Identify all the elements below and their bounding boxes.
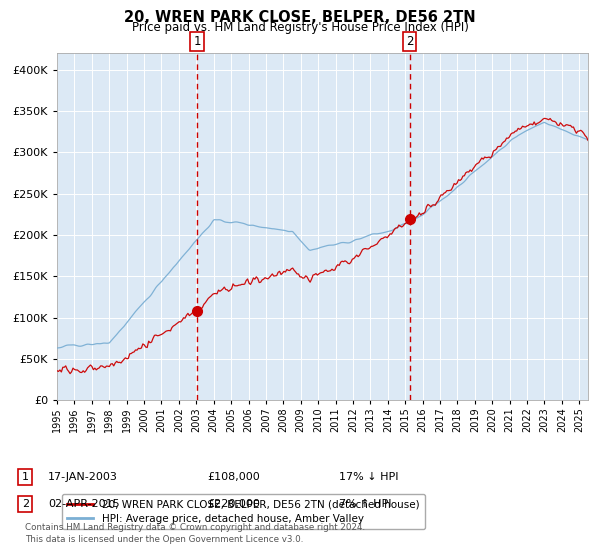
Text: 02-APR-2015: 02-APR-2015 [48, 499, 119, 509]
Text: £220,000: £220,000 [207, 499, 260, 509]
Text: 7% ↑ HPI: 7% ↑ HPI [339, 499, 391, 509]
Text: 17% ↓ HPI: 17% ↓ HPI [339, 472, 398, 482]
Legend: 20, WREN PARK CLOSE, BELPER, DE56 2TN (detached house), HPI: Average price, deta: 20, WREN PARK CLOSE, BELPER, DE56 2TN (d… [62, 494, 425, 529]
Text: 17-JAN-2003: 17-JAN-2003 [48, 472, 118, 482]
Text: Contains HM Land Registry data © Crown copyright and database right 2024.: Contains HM Land Registry data © Crown c… [25, 523, 365, 532]
Text: 1: 1 [22, 472, 29, 482]
Text: Price paid vs. HM Land Registry's House Price Index (HPI): Price paid vs. HM Land Registry's House … [131, 21, 469, 34]
Text: 20, WREN PARK CLOSE, BELPER, DE56 2TN: 20, WREN PARK CLOSE, BELPER, DE56 2TN [124, 10, 476, 25]
Text: 1: 1 [193, 35, 201, 48]
Text: 2: 2 [22, 499, 29, 509]
Text: £108,000: £108,000 [207, 472, 260, 482]
Text: 2: 2 [406, 35, 413, 48]
Text: This data is licensed under the Open Government Licence v3.0.: This data is licensed under the Open Gov… [25, 535, 304, 544]
